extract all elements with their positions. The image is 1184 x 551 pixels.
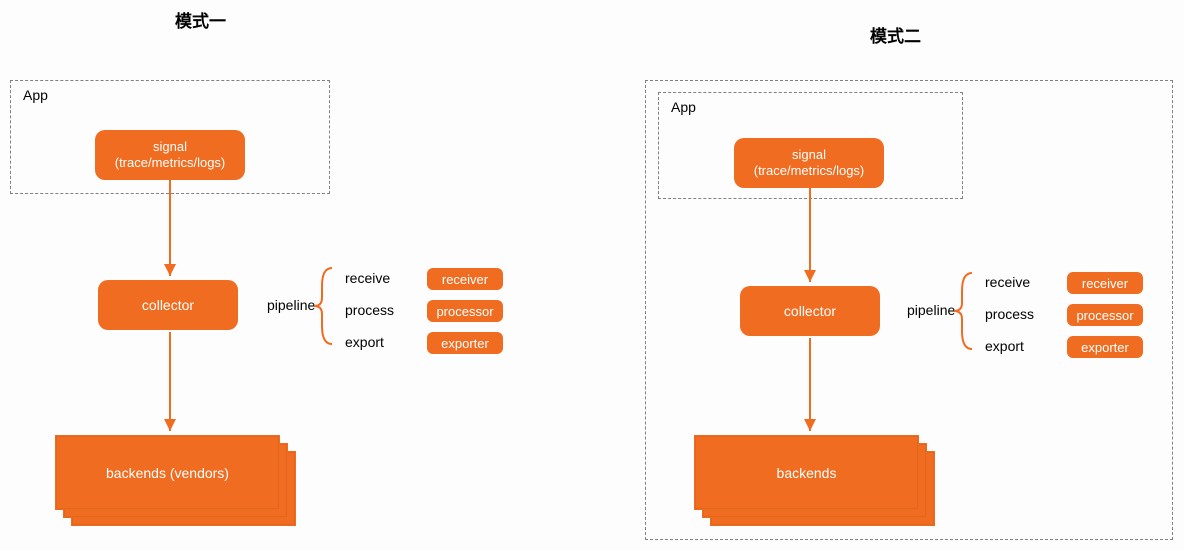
mode1-backends-card1: backends (vendors) (55, 435, 280, 510)
mode2-pill-exporter: exporter (1067, 336, 1143, 358)
mode2-collector-label: collector (784, 303, 836, 319)
mode1-pipeline-label: pipeline (267, 297, 315, 313)
mode1-pill-exporter: exporter (427, 332, 503, 354)
mode2-title: 模式二 (870, 22, 921, 47)
mode1-signal-node: signal (trace/metrics/logs) (95, 130, 245, 180)
mode2-pill-receiver: receiver (1067, 272, 1143, 294)
mode1-backends-label: backends (vendors) (106, 465, 229, 481)
mode2-signal-node: signal (trace/metrics/logs) (734, 138, 884, 188)
mode2-stage-export: export (985, 338, 1024, 354)
mode2-backends-label: backends (777, 465, 837, 481)
mode2-backends-card1: backends (694, 435, 919, 510)
mode1-collector-label: collector (142, 297, 194, 313)
mode1-stage-export: export (345, 334, 384, 350)
mode1-title: 模式一 (175, 7, 226, 32)
mode2-stage-process: process (985, 306, 1034, 322)
mode1-signal-line1: signal (153, 139, 187, 155)
mode1-collector-node: collector (98, 280, 238, 330)
mode2-collector-node: collector (740, 286, 880, 336)
mode2-signal-line1: signal (792, 147, 826, 163)
mode1-stage-process: process (345, 302, 394, 318)
mode2-stage-receive: receive (985, 274, 1030, 290)
mode1-stage-receive: receive (345, 270, 390, 286)
mode1-pill-processor: processor (427, 300, 503, 322)
mode1-signal-line2: (trace/metrics/logs) (115, 155, 226, 171)
mode1-app-label: App (23, 87, 48, 103)
mode2-signal-line2: (trace/metrics/logs) (754, 163, 865, 179)
mode1-pill-receiver: receiver (427, 268, 503, 290)
mode2-pipeline-label: pipeline (907, 302, 955, 318)
mode2-app-label: App (671, 99, 696, 115)
mode2-pill-processor: processor (1067, 304, 1143, 326)
